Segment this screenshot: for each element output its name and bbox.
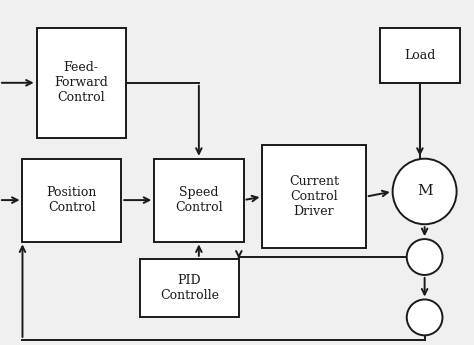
- FancyBboxPatch shape: [262, 145, 366, 248]
- Ellipse shape: [392, 159, 456, 224]
- Text: Position
Control: Position Control: [46, 186, 97, 214]
- Ellipse shape: [407, 239, 443, 275]
- Text: PID
Controlle: PID Controlle: [160, 274, 219, 302]
- Text: Current
Control
Driver: Current Control Driver: [289, 175, 339, 218]
- FancyBboxPatch shape: [36, 28, 126, 138]
- Text: Load: Load: [404, 49, 436, 62]
- Text: Speed
Control: Speed Control: [175, 186, 223, 214]
- FancyBboxPatch shape: [154, 159, 244, 242]
- Ellipse shape: [407, 299, 443, 335]
- FancyBboxPatch shape: [380, 28, 460, 83]
- Text: Feed-
Forward
Control: Feed- Forward Control: [55, 61, 108, 104]
- FancyBboxPatch shape: [140, 259, 239, 317]
- FancyBboxPatch shape: [22, 159, 121, 242]
- Text: M: M: [417, 185, 432, 198]
